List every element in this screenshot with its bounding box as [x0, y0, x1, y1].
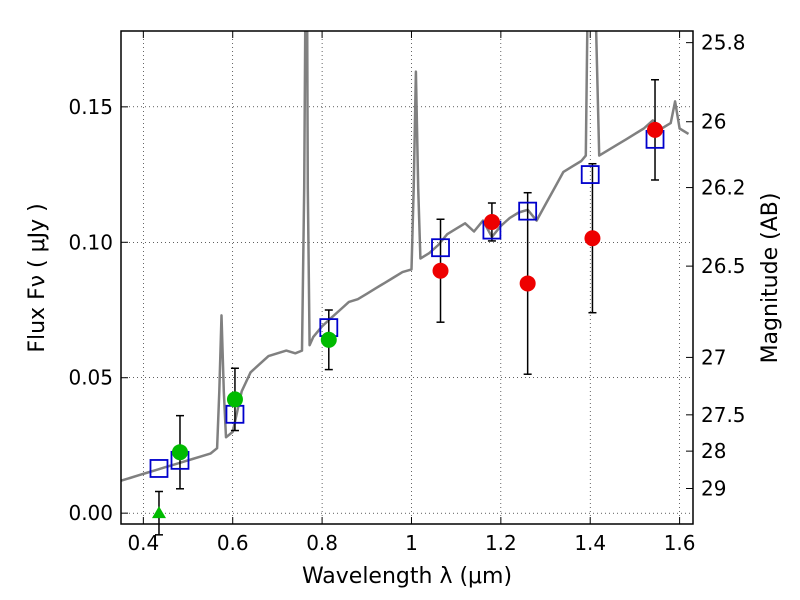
- data-point: [226, 391, 243, 408]
- x-tick-label: 1.2: [485, 531, 517, 555]
- right-tick-label: 27: [701, 345, 726, 369]
- right-tick-label: 29: [701, 477, 726, 501]
- y-tick-label: 0.00: [68, 501, 113, 525]
- data-point: [519, 275, 536, 292]
- spectrum-line: [121, 31, 690, 482]
- upper-limit-triangle: [151, 506, 166, 519]
- model-square: [431, 238, 450, 258]
- right-tick-label: 26.5: [701, 254, 746, 278]
- plot-area: [121, 31, 693, 524]
- markers: [149, 121, 665, 519]
- x-tick-label: 1.4: [574, 531, 606, 555]
- x-tick-label: 0.6: [217, 531, 249, 555]
- right-tick-label: 27.5: [701, 403, 746, 427]
- right-tick-label: 26.2: [701, 176, 746, 200]
- plot-data: [121, 31, 690, 482]
- right-tick-label: 25.8: [701, 31, 746, 55]
- y-axis-right-label: Magnitude (AB): [758, 193, 783, 364]
- x-tick-label: 1: [405, 531, 418, 555]
- x-tick-label: 0.8: [306, 531, 338, 555]
- y-axis-label: Flux Fν ( μJy ): [25, 203, 50, 352]
- x-tick-label: 0.4: [127, 531, 159, 555]
- model-square: [518, 201, 538, 221]
- y-tick-label: 0.10: [68, 230, 113, 254]
- data-point: [647, 121, 664, 138]
- axis-ticks: 0.4 0.6 0.8 1 1.2 1.4 1.6 0.00 0.05 0.10 0.15 25.8 2…: [68, 31, 745, 555]
- data-point: [584, 230, 601, 247]
- y-tick-label: 0.05: [68, 366, 113, 390]
- y-tick-label: 0.15: [68, 95, 113, 119]
- data-point: [320, 331, 337, 348]
- model-square: [580, 165, 600, 184]
- x-tick-label: 1.6: [664, 531, 696, 555]
- data-point: [483, 213, 500, 230]
- x-axis-label: Wavelength λ (μm): [302, 564, 512, 589]
- right-tick-label: 28: [701, 439, 726, 463]
- plot-frame: [120, 30, 694, 525]
- model-square: [149, 459, 169, 478]
- data-point: [171, 444, 188, 461]
- right-tick-label: 26: [701, 110, 726, 134]
- data-point: [432, 262, 449, 279]
